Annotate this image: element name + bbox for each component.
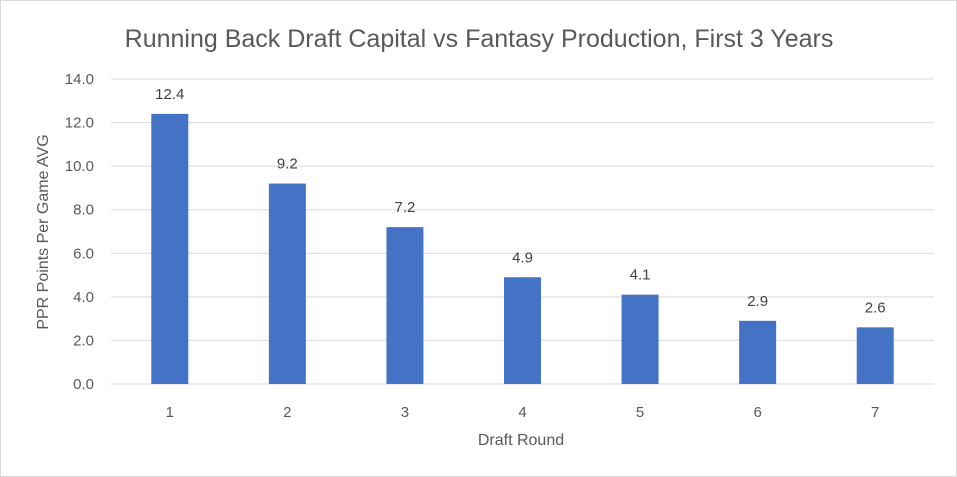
y-tick-label: 10.0 [65, 158, 94, 175]
x-tick-label: 6 [753, 404, 761, 421]
chart-title: Running Back Draft Capital vs Fantasy Pr… [125, 25, 834, 53]
x-tick-label: 4 [518, 404, 526, 421]
data-label: 2.9 [747, 293, 768, 310]
data-label: 2.6 [865, 299, 886, 316]
x-axis-title: Draft Round [478, 432, 564, 449]
x-tick-label: 7 [871, 404, 879, 421]
bar-round-2 [268, 183, 306, 384]
y-tick-label: 12.0 [65, 115, 94, 132]
bar-round-7 [856, 327, 894, 384]
y-axis-ticks: 0.0 2.0 4.0 6.0 8.0 10.0 12.0 14.0 [65, 71, 94, 393]
bars [151, 113, 894, 384]
bar-round-3 [386, 227, 424, 384]
data-label: 4.1 [630, 267, 651, 284]
y-tick-label: 4.0 [73, 289, 94, 306]
y-tick-label: 0.0 [73, 376, 94, 393]
data-label: 12.4 [155, 86, 184, 103]
data-labels: 12.4 9.2 7.2 4.9 4.1 2.9 2.6 [155, 86, 885, 317]
y-tick-label: 6.0 [73, 245, 94, 262]
bar-round-5 [621, 294, 659, 384]
bar-round-1 [151, 113, 189, 384]
bar-round-6 [739, 320, 777, 384]
data-label: 7.2 [394, 199, 415, 216]
data-label: 9.2 [277, 156, 298, 173]
y-tick-label: 14.0 [65, 71, 94, 88]
x-tick-label: 3 [401, 404, 409, 421]
y-tick-label: 8.0 [73, 202, 94, 219]
x-tick-label: 5 [636, 404, 644, 421]
bar-round-4 [504, 277, 541, 384]
data-label: 4.9 [512, 249, 533, 266]
x-tick-label: 2 [283, 404, 291, 421]
x-tick-label: 1 [166, 404, 174, 421]
x-axis-ticks: 1 2 3 4 5 6 7 [166, 404, 880, 421]
y-tick-label: 2.0 [73, 332, 94, 349]
y-axis-title: PPR Points Per Game AVG [35, 134, 52, 329]
